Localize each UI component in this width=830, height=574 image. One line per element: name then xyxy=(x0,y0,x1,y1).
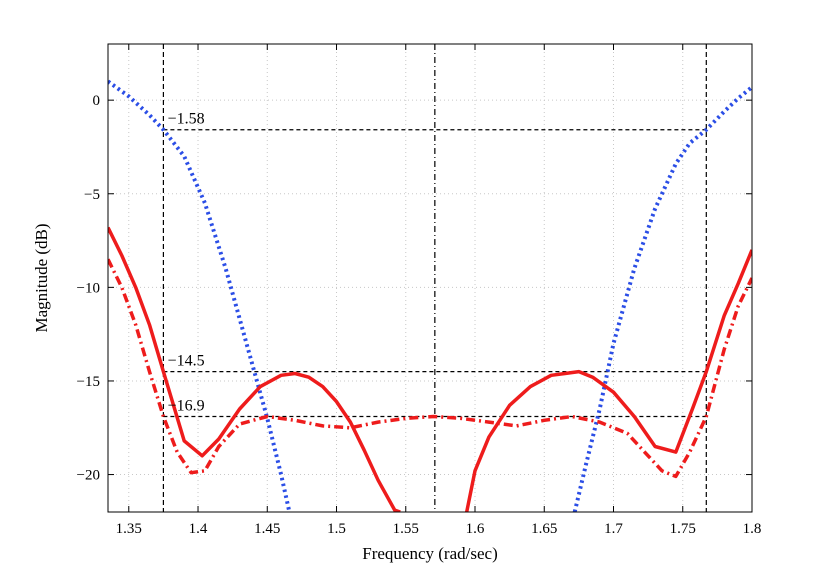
annotation-label: −1.58 xyxy=(168,111,205,128)
annotations: −1.58 −14.5 −16.9 xyxy=(168,111,205,415)
plot-frame xyxy=(107,43,753,513)
y-tick-label: 0 xyxy=(93,93,101,109)
ticks: 1.35 1.4 1.45 1.5 1.55 1.6 1.65 1.7 1.75 1.8 0 −5 −1… xyxy=(77,44,762,537)
y-tick-label: −20 xyxy=(77,468,100,484)
x-tick-label: 1.75 xyxy=(670,521,696,537)
x-tick-label: 1.65 xyxy=(531,521,557,537)
y-tick-label: −5 xyxy=(84,187,100,203)
annotation-label: −14.5 xyxy=(168,353,205,370)
series-line-dotted xyxy=(108,79,292,512)
series-line-solid xyxy=(464,249,752,512)
x-tick-label: 1.7 xyxy=(604,521,623,537)
series xyxy=(108,79,752,512)
x-tick-label: 1.4 xyxy=(189,521,208,537)
reference-lines xyxy=(162,44,707,512)
x-axis-label: Frequency (rad/sec) xyxy=(362,544,497,563)
series-line-dotted xyxy=(572,85,752,512)
x-tick-label: 1.35 xyxy=(116,521,142,537)
y-tick-label: −15 xyxy=(77,374,100,390)
x-tick-label: 1.5 xyxy=(327,521,346,537)
series-line-dashdot xyxy=(108,258,752,479)
grid xyxy=(108,44,753,512)
annotation-label: −16.9 xyxy=(168,398,205,415)
x-tick-label: 1.8 xyxy=(743,521,762,537)
x-tick-label: 1.55 xyxy=(393,521,419,537)
y-axis-label: Magnitude (dB) xyxy=(32,223,51,332)
x-tick-label: 1.6 xyxy=(466,521,485,537)
series-line-solid xyxy=(108,226,401,512)
y-tick-label: −10 xyxy=(77,280,100,296)
x-tick-label: 1.45 xyxy=(254,521,280,537)
